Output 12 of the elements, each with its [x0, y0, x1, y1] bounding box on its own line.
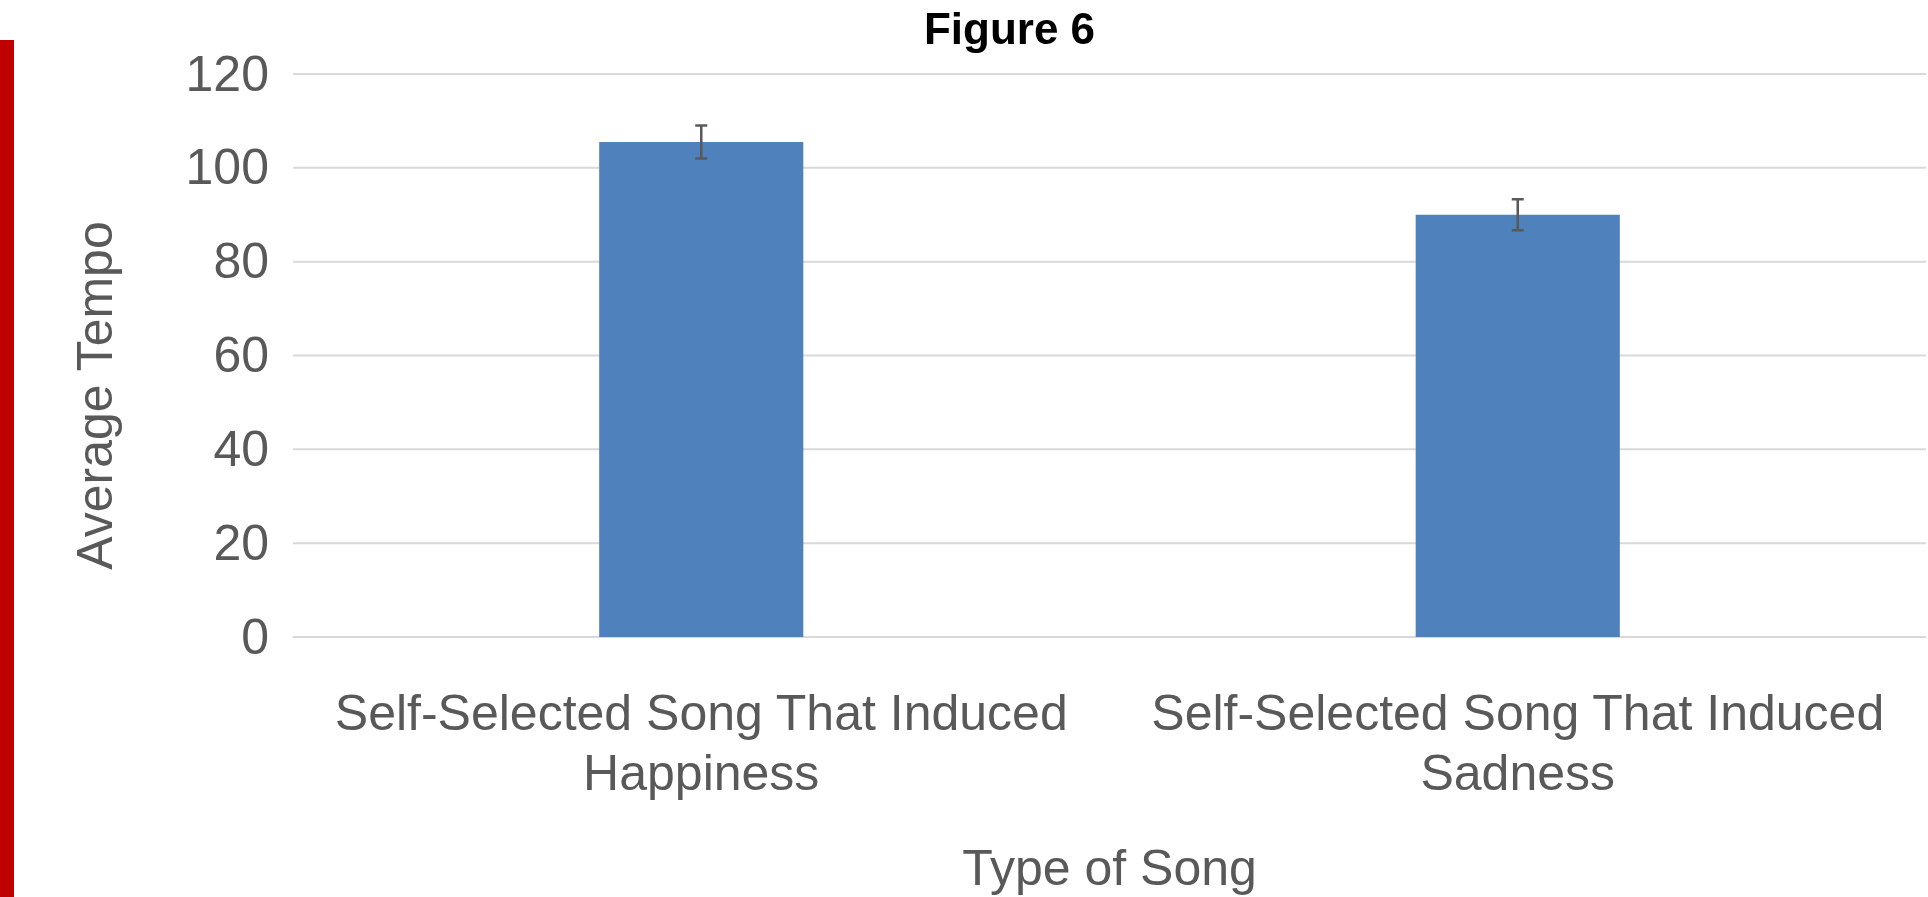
y-tick-label: 0 — [241, 608, 269, 665]
x-tick-label: Self-Selected Song That Induced Happiness — [334, 685, 1068, 801]
y-tick-label: 120 — [185, 45, 269, 102]
x-tick-label: Self-Selected Song That Induced Sadness — [1151, 685, 1885, 801]
y-tick-label: 40 — [213, 420, 269, 477]
y-tick-label: 60 — [213, 327, 269, 383]
y-tick-label: 100 — [185, 139, 269, 196]
y-tick-label: 20 — [213, 514, 269, 571]
y-tick-label: 80 — [213, 233, 269, 290]
y-axis-title: Average Tempo — [67, 221, 123, 570]
x-axis-title: Type of Song — [962, 840, 1257, 896]
chart-title: Figure 6 — [923, 4, 1096, 53]
